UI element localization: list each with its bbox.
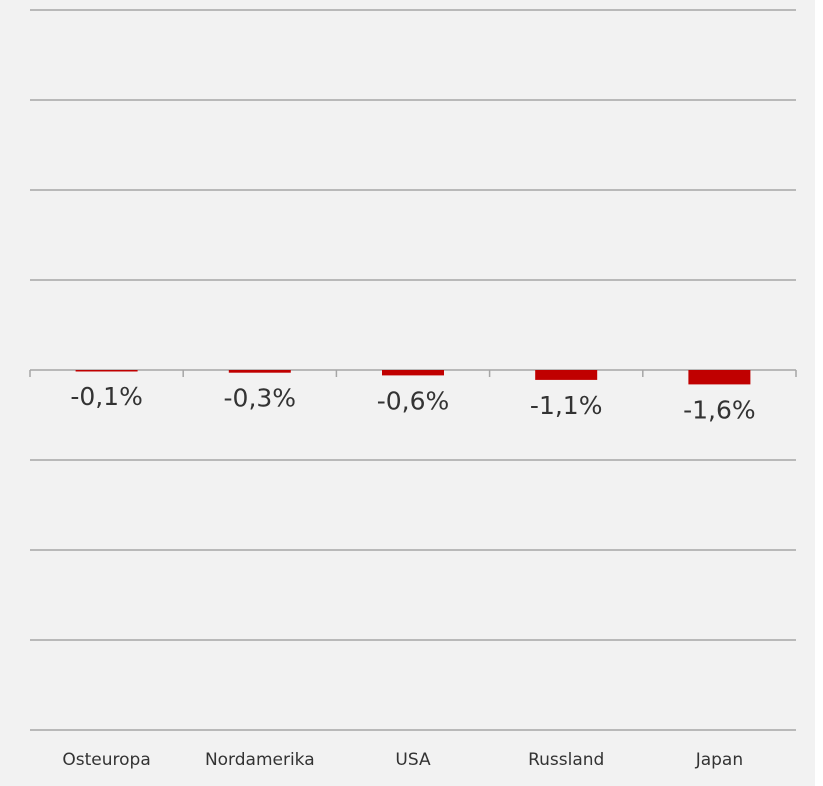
x-tick-label: USA [395, 750, 431, 770]
x-tick-label: Nordamerika [205, 750, 315, 770]
data-label: -1,6% [683, 395, 756, 424]
bar [535, 370, 598, 380]
bar [75, 370, 138, 372]
x-tick-label: Osteuropa [62, 750, 150, 770]
data-label: -0,1% [70, 382, 143, 411]
data-label: -0,6% [377, 386, 450, 415]
x-tick-label: Russland [528, 750, 604, 770]
x-tick-label: Japan [695, 750, 743, 770]
data-label: -0,3% [224, 384, 297, 413]
bar [382, 370, 444, 376]
bar [228, 370, 291, 373]
data-label: -1,1% [530, 391, 603, 420]
bar [688, 370, 751, 385]
